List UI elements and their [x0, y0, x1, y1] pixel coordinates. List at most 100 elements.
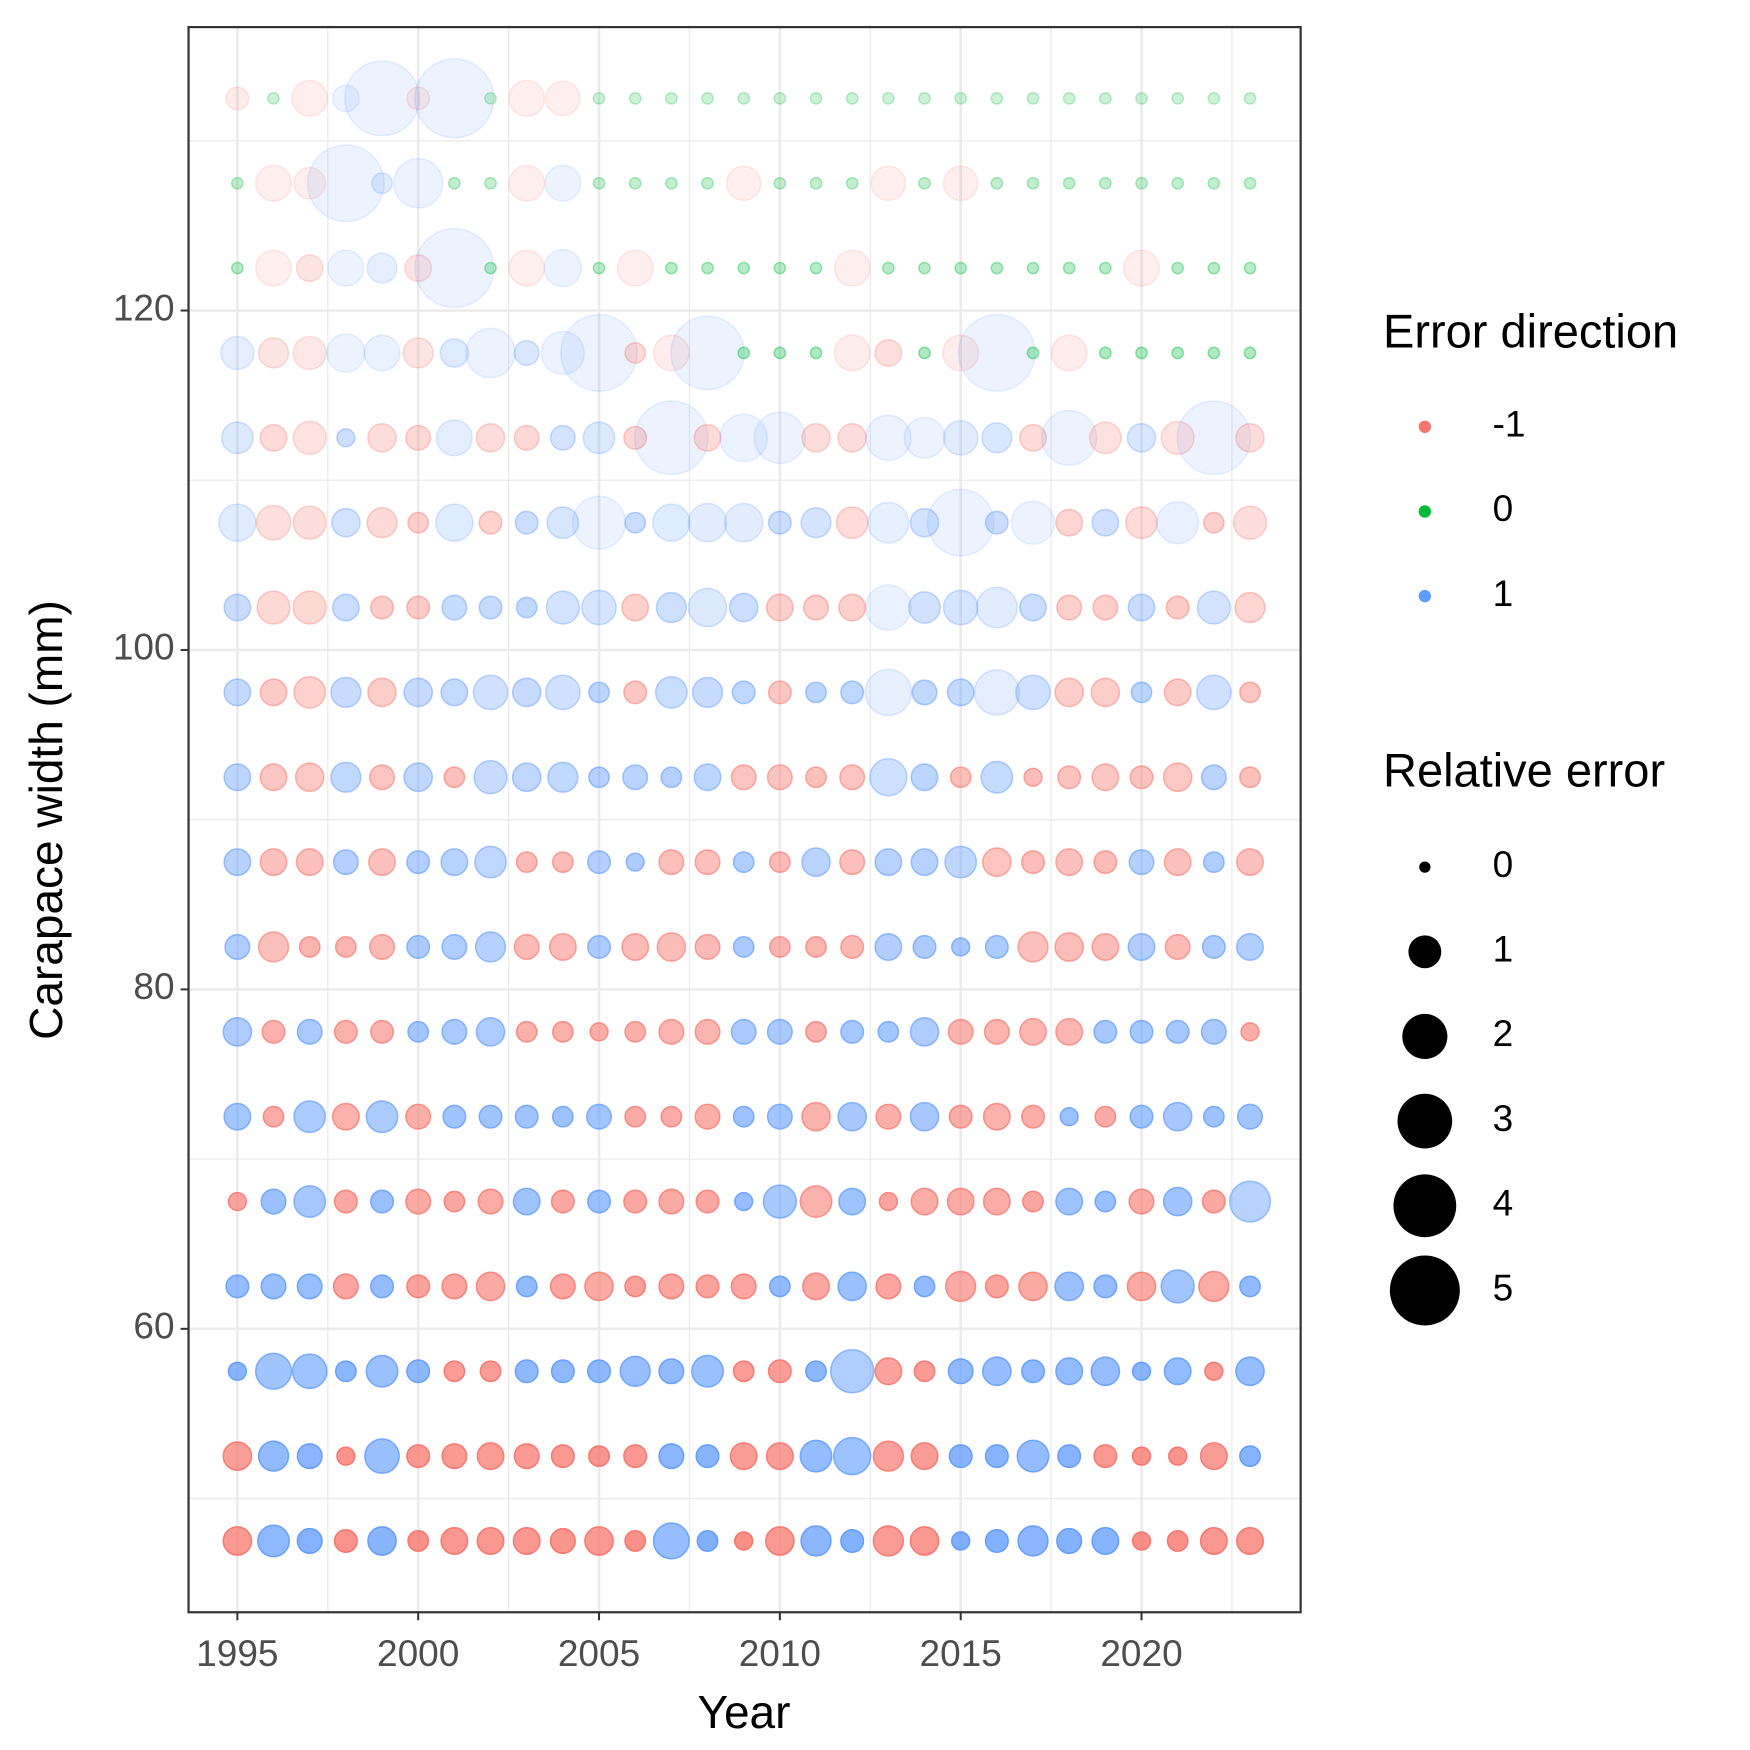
bubble [254, 1352, 293, 1390]
bubble [1017, 1525, 1049, 1557]
bubble [903, 416, 946, 459]
legend-label: 0 [1493, 844, 1514, 885]
bubble [766, 1103, 793, 1130]
bubble [664, 91, 678, 105]
bubble [918, 261, 931, 275]
bubble [1235, 422, 1265, 453]
bubble [508, 164, 546, 202]
bubble [840, 680, 865, 705]
bubble [588, 681, 610, 704]
x-tick-label: 2010 [739, 1633, 821, 1674]
bubble [1207, 346, 1221, 360]
bubble [1091, 508, 1120, 537]
bubble [911, 679, 938, 706]
bubble [443, 1360, 466, 1383]
bubble [443, 1190, 466, 1213]
bubble [325, 333, 366, 373]
bubble [254, 164, 293, 202]
bubble [407, 1020, 430, 1043]
bubble [918, 346, 931, 360]
bubble [1098, 261, 1112, 275]
bubble [737, 346, 751, 360]
bubble [732, 851, 755, 874]
bubble [330, 761, 362, 793]
bubble [1050, 334, 1088, 372]
bubble [291, 79, 329, 117]
bubble [343, 60, 421, 137]
bubble [473, 760, 508, 795]
bubble [701, 91, 714, 105]
bubble [723, 502, 764, 543]
legend-label: 4 [1493, 1183, 1514, 1224]
bubble [658, 849, 685, 876]
bubble [773, 91, 787, 105]
bubble [984, 934, 1009, 959]
bubble [1062, 261, 1076, 275]
bubble [910, 848, 939, 877]
bubble [1091, 1527, 1120, 1555]
bubble [440, 1527, 469, 1555]
bubble [1016, 1439, 1050, 1473]
bubble [1020, 850, 1046, 875]
bubble [223, 763, 252, 792]
bubble [1055, 1017, 1084, 1046]
bubble [954, 261, 968, 275]
bubble [867, 501, 910, 544]
bubble [765, 593, 794, 622]
bubble [942, 165, 979, 202]
bubble [262, 1105, 285, 1128]
bubble [870, 165, 907, 202]
bubble [581, 589, 617, 626]
legend-key [1418, 420, 1432, 433]
bubble [1059, 1107, 1079, 1127]
bubble [1171, 261, 1185, 275]
bubble [982, 1356, 1012, 1387]
bubble [478, 510, 503, 535]
bubble [441, 1273, 468, 1300]
bubble [694, 933, 721, 961]
bubble [695, 1274, 720, 1299]
legend-label: 2 [1493, 1013, 1514, 1054]
bubble [664, 261, 678, 275]
bubble [368, 848, 397, 877]
bubble [588, 1445, 610, 1468]
bubble [435, 419, 473, 457]
bubble [946, 1187, 975, 1216]
bubble [719, 413, 769, 463]
bubble [543, 248, 583, 288]
bubble [1088, 421, 1122, 455]
bubble [732, 1105, 755, 1128]
bubble [990, 261, 1004, 275]
bubble [829, 1349, 875, 1394]
bubble [260, 1188, 287, 1215]
bubble [1243, 261, 1257, 275]
bubble [990, 176, 1004, 190]
bubble [1176, 400, 1252, 476]
bubble [840, 934, 865, 959]
bubble [296, 1443, 323, 1470]
bubble [1122, 249, 1161, 287]
bubble [331, 593, 360, 622]
bubble [296, 1527, 323, 1555]
bubble [658, 1273, 685, 1300]
bubble [294, 762, 325, 793]
bubble [767, 510, 792, 535]
bubble [660, 1105, 683, 1128]
bubble [768, 851, 791, 874]
bubble [1236, 1527, 1264, 1555]
bubble [571, 495, 627, 550]
bubble [1026, 261, 1040, 275]
bubble [405, 1103, 432, 1130]
bubble [1093, 850, 1118, 875]
bubble [1056, 594, 1083, 621]
bubble [476, 1527, 505, 1555]
bubble [298, 936, 321, 958]
bubble [753, 411, 807, 465]
bubble [1126, 422, 1157, 453]
bubble [259, 763, 288, 792]
bubble [942, 419, 979, 456]
bubble [805, 681, 827, 704]
bubble [331, 84, 360, 113]
bubble [865, 414, 912, 462]
bubble [725, 165, 762, 202]
